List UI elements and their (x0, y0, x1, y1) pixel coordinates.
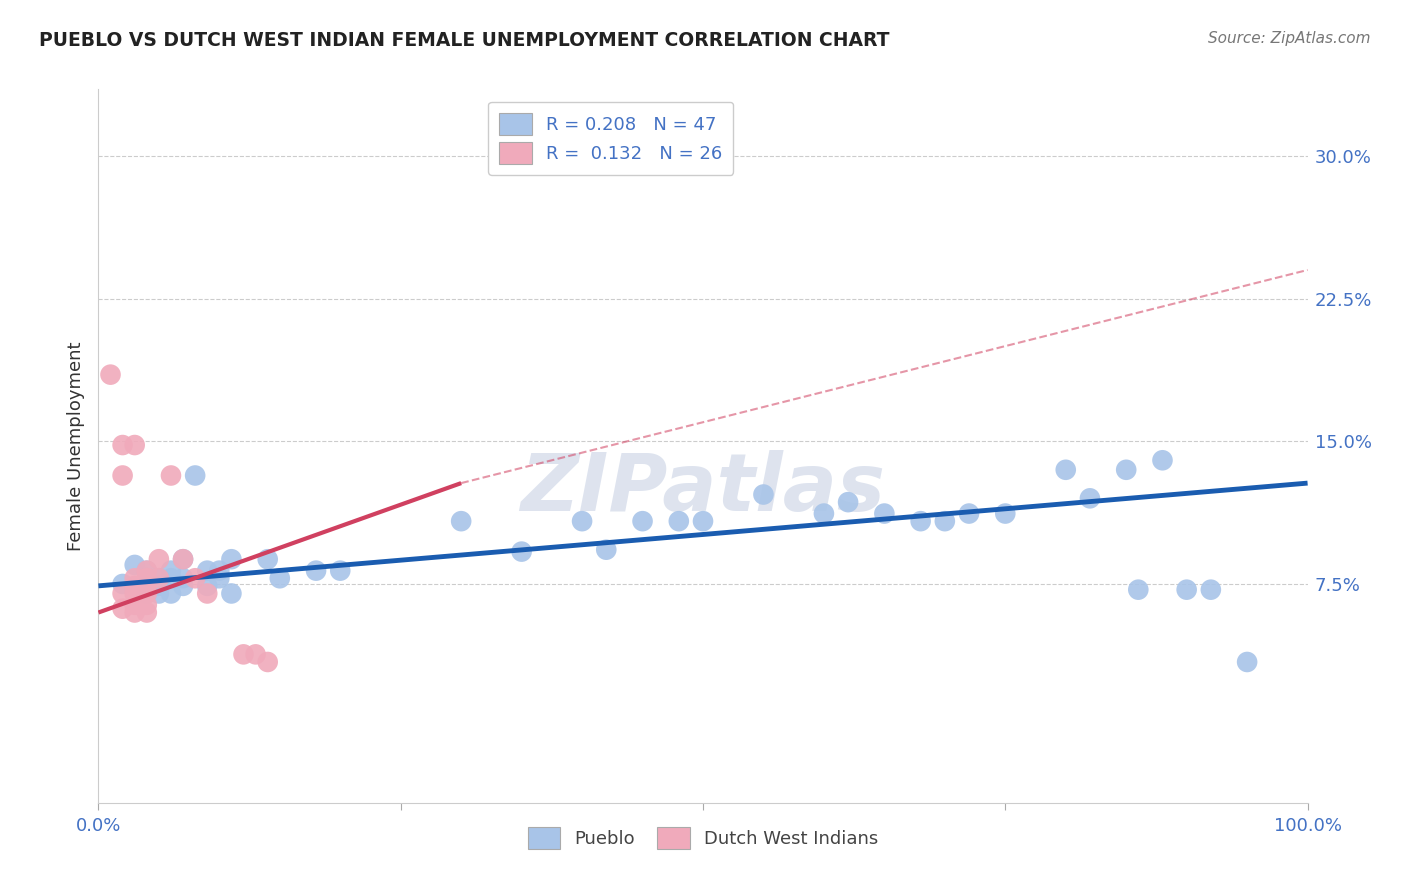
Point (111, 577, 134, 591)
Point (124, 558, 146, 572)
Y-axis label: Female Unemployment: Female Unemployment (66, 342, 84, 550)
Point (256, 552, 278, 566)
Point (256, 655, 278, 669)
Point (1152, 453, 1174, 467)
Point (595, 542, 617, 557)
Point (135, 586, 157, 600)
Point (994, 507, 1017, 521)
Point (752, 487, 775, 501)
Point (208, 571, 231, 585)
Point (124, 571, 146, 585)
Point (934, 514, 956, 528)
Point (160, 586, 183, 600)
Point (111, 586, 134, 600)
Point (100, 368, 122, 382)
Point (837, 495, 859, 509)
Text: ZIPatlas: ZIPatlas (520, 450, 886, 528)
Point (692, 514, 714, 528)
Point (195, 586, 218, 600)
Point (195, 564, 218, 578)
Point (148, 586, 170, 600)
Point (124, 438, 146, 452)
Point (1175, 582, 1198, 597)
Point (221, 552, 243, 566)
Point (329, 564, 352, 578)
Point (668, 514, 690, 528)
Point (510, 544, 533, 558)
Text: PUEBLO VS DUTCH WEST INDIAN FEMALE UNEMPLOYMENT CORRELATION CHART: PUEBLO VS DUTCH WEST INDIAN FEMALE UNEMP… (39, 31, 890, 50)
Point (172, 552, 194, 566)
Point (221, 586, 243, 600)
Point (135, 598, 157, 612)
Point (1128, 582, 1150, 597)
Point (1115, 463, 1137, 477)
Point (160, 468, 183, 483)
Point (1199, 582, 1222, 597)
Point (124, 598, 146, 612)
Point (571, 514, 593, 528)
Point (111, 468, 134, 483)
Point (148, 571, 170, 585)
Point (160, 571, 183, 585)
Point (232, 648, 254, 662)
Point (184, 468, 207, 483)
Point (269, 571, 291, 585)
Point (135, 564, 157, 578)
Point (450, 514, 472, 528)
Point (160, 564, 183, 578)
Text: Source: ZipAtlas.com: Source: ZipAtlas.com (1208, 31, 1371, 46)
Point (124, 579, 146, 593)
Point (172, 579, 194, 593)
Point (124, 586, 146, 600)
Point (1236, 655, 1258, 669)
Point (135, 571, 157, 585)
Point (111, 438, 134, 452)
Point (245, 648, 267, 662)
Point (148, 571, 170, 585)
Point (172, 571, 194, 585)
Point (124, 606, 146, 620)
Point (813, 507, 835, 521)
Legend: Pueblo, Dutch West Indians: Pueblo, Dutch West Indians (519, 818, 887, 858)
Point (135, 606, 157, 620)
Point (148, 552, 170, 566)
Point (195, 579, 218, 593)
Point (1054, 463, 1077, 477)
Point (631, 514, 654, 528)
Point (1078, 491, 1101, 506)
Point (148, 579, 170, 593)
Point (957, 507, 980, 521)
Point (910, 514, 932, 528)
Point (135, 586, 157, 600)
Point (135, 564, 157, 578)
Point (111, 601, 134, 615)
Point (172, 552, 194, 566)
Point (208, 564, 231, 578)
Point (873, 507, 896, 521)
Point (305, 564, 328, 578)
Point (135, 579, 157, 593)
Point (184, 571, 207, 585)
